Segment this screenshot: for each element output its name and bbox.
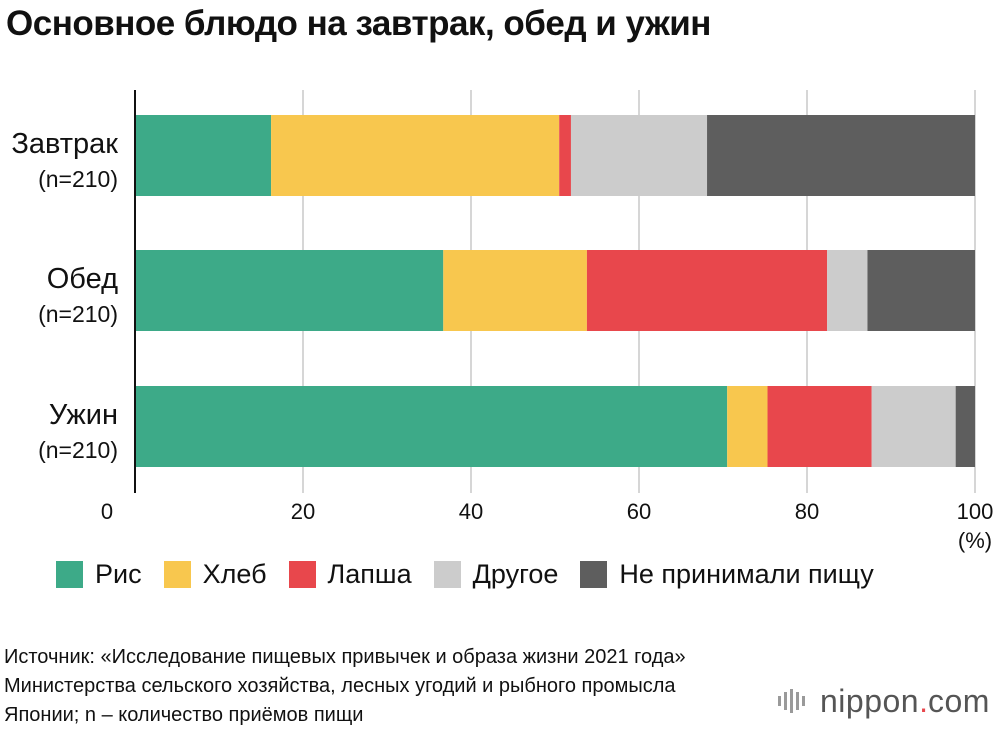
legend-item: Рис xyxy=(56,559,142,590)
bar-segment xyxy=(707,115,975,196)
category-sublabel: (n=210) xyxy=(38,301,118,327)
legend-label: Другое xyxy=(472,558,559,589)
category-sublabel: (n=210) xyxy=(38,166,118,192)
bar-segment xyxy=(135,250,444,331)
legend-item: Хлеб xyxy=(163,558,267,590)
category-label: Обед xyxy=(47,263,118,295)
chart-title: Основное блюдо на завтрак, обед и ужин xyxy=(6,4,711,43)
legend-swatch xyxy=(56,560,83,588)
legend-label: Рис xyxy=(95,558,142,589)
category-label: Завтрак xyxy=(11,128,118,160)
legend-item: Не принимали пищу xyxy=(580,558,874,590)
x-tick-label: 60 xyxy=(627,499,651,524)
bar-segment xyxy=(135,115,272,196)
bar-segment xyxy=(443,250,587,331)
bar-segment xyxy=(727,386,768,467)
logo-dot: . xyxy=(919,682,928,719)
category-label: Ужин xyxy=(49,399,118,431)
bar-segment xyxy=(570,115,708,196)
legend-label: Хлеб xyxy=(202,558,267,589)
legend-swatch xyxy=(163,560,191,588)
stacked-bar-chart: Завтрак (n=210) Обед (n=210) Ужин (n=210) 0 20 4… xyxy=(11,90,994,553)
x-tick-label: 100 xyxy=(957,499,994,524)
logo-bars-icon xyxy=(778,689,808,713)
bar-segment xyxy=(271,115,560,196)
x-unit-label: (%) xyxy=(958,528,992,553)
logo-suffix: com xyxy=(927,682,990,719)
x-tick-label: 80 xyxy=(795,499,819,524)
legend-swatch xyxy=(433,560,461,588)
bar-segment xyxy=(767,386,872,467)
bar-segment xyxy=(559,115,571,196)
category-sublabel: (n=210) xyxy=(38,437,118,463)
bar-segment xyxy=(827,250,868,331)
legend-swatch xyxy=(288,560,316,588)
source-note: Источник: «Исследование пищевых привычек… xyxy=(4,646,686,726)
legend-item: Лапша xyxy=(288,558,412,590)
legend-item: Другое xyxy=(433,558,559,590)
nippon-logo: nippon. com xyxy=(778,681,990,721)
bar-segment xyxy=(955,386,975,467)
legend-label: Не принимали пищу xyxy=(619,558,874,589)
bar-segment xyxy=(867,250,975,331)
bar-segment xyxy=(871,386,956,467)
chart-legend: Рис Хлеб Лапша Другое Не принимали пищу xyxy=(56,556,896,592)
legend-swatch xyxy=(580,560,608,588)
x-tick-label: 20 xyxy=(291,499,315,524)
legend-label: Лапша xyxy=(327,558,412,589)
x-tick-label: 0 xyxy=(101,499,113,524)
logo-text: nippon xyxy=(820,682,920,719)
x-tick-label: 40 xyxy=(459,499,483,524)
bar-segment xyxy=(135,386,728,467)
bar-segment xyxy=(586,250,828,331)
